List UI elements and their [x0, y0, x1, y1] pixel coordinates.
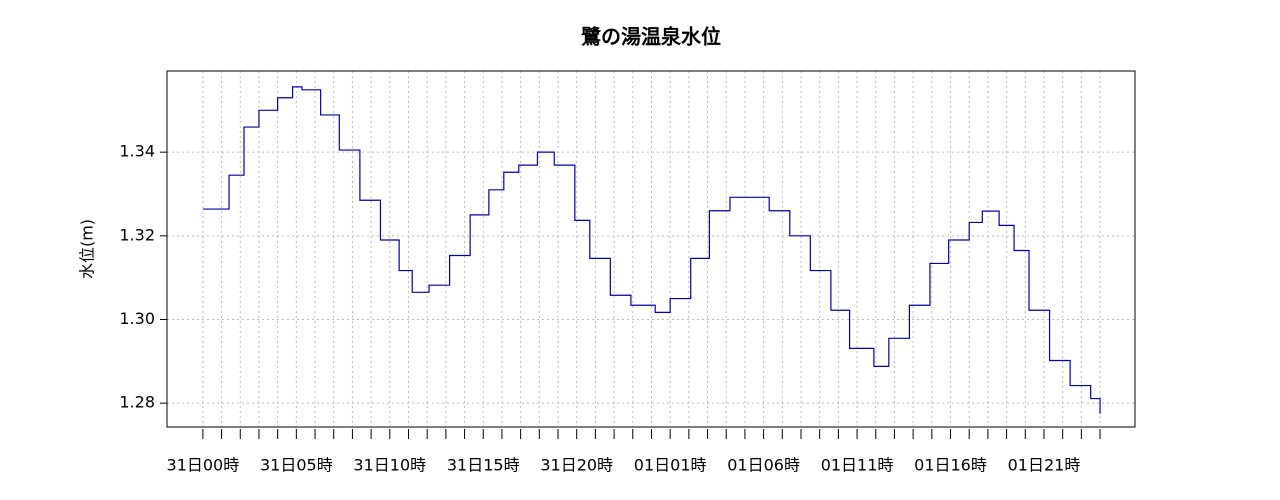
y-tick-label: 1.34	[119, 142, 155, 161]
data-line	[202, 86, 1101, 414]
x-tick-label: 01日06時	[727, 456, 800, 475]
y-axis-label: 水位(m)	[78, 219, 97, 279]
x-tick-label: 01日01時	[634, 456, 707, 475]
y-tick-label: 1.28	[119, 393, 155, 412]
y-tick-label: 1.30	[119, 309, 155, 328]
x-tick-label: 01日11時	[821, 456, 894, 475]
x-tick-label: 01日21時	[1008, 456, 1081, 475]
x-tick-label: 31日15時	[447, 456, 520, 475]
x-tick-label: 01日16時	[914, 456, 987, 475]
chart-title: 鷺の湯温泉水位	[581, 25, 721, 49]
x-tick-label: 31日10時	[353, 456, 426, 475]
x-tick-label: 31日05時	[260, 456, 333, 475]
x-tick-label: 31日20時	[540, 456, 613, 475]
plot-frame	[166, 70, 1136, 428]
y-tick-label: 1.32	[119, 225, 155, 244]
x-tick-label: 31日00時	[167, 456, 240, 475]
